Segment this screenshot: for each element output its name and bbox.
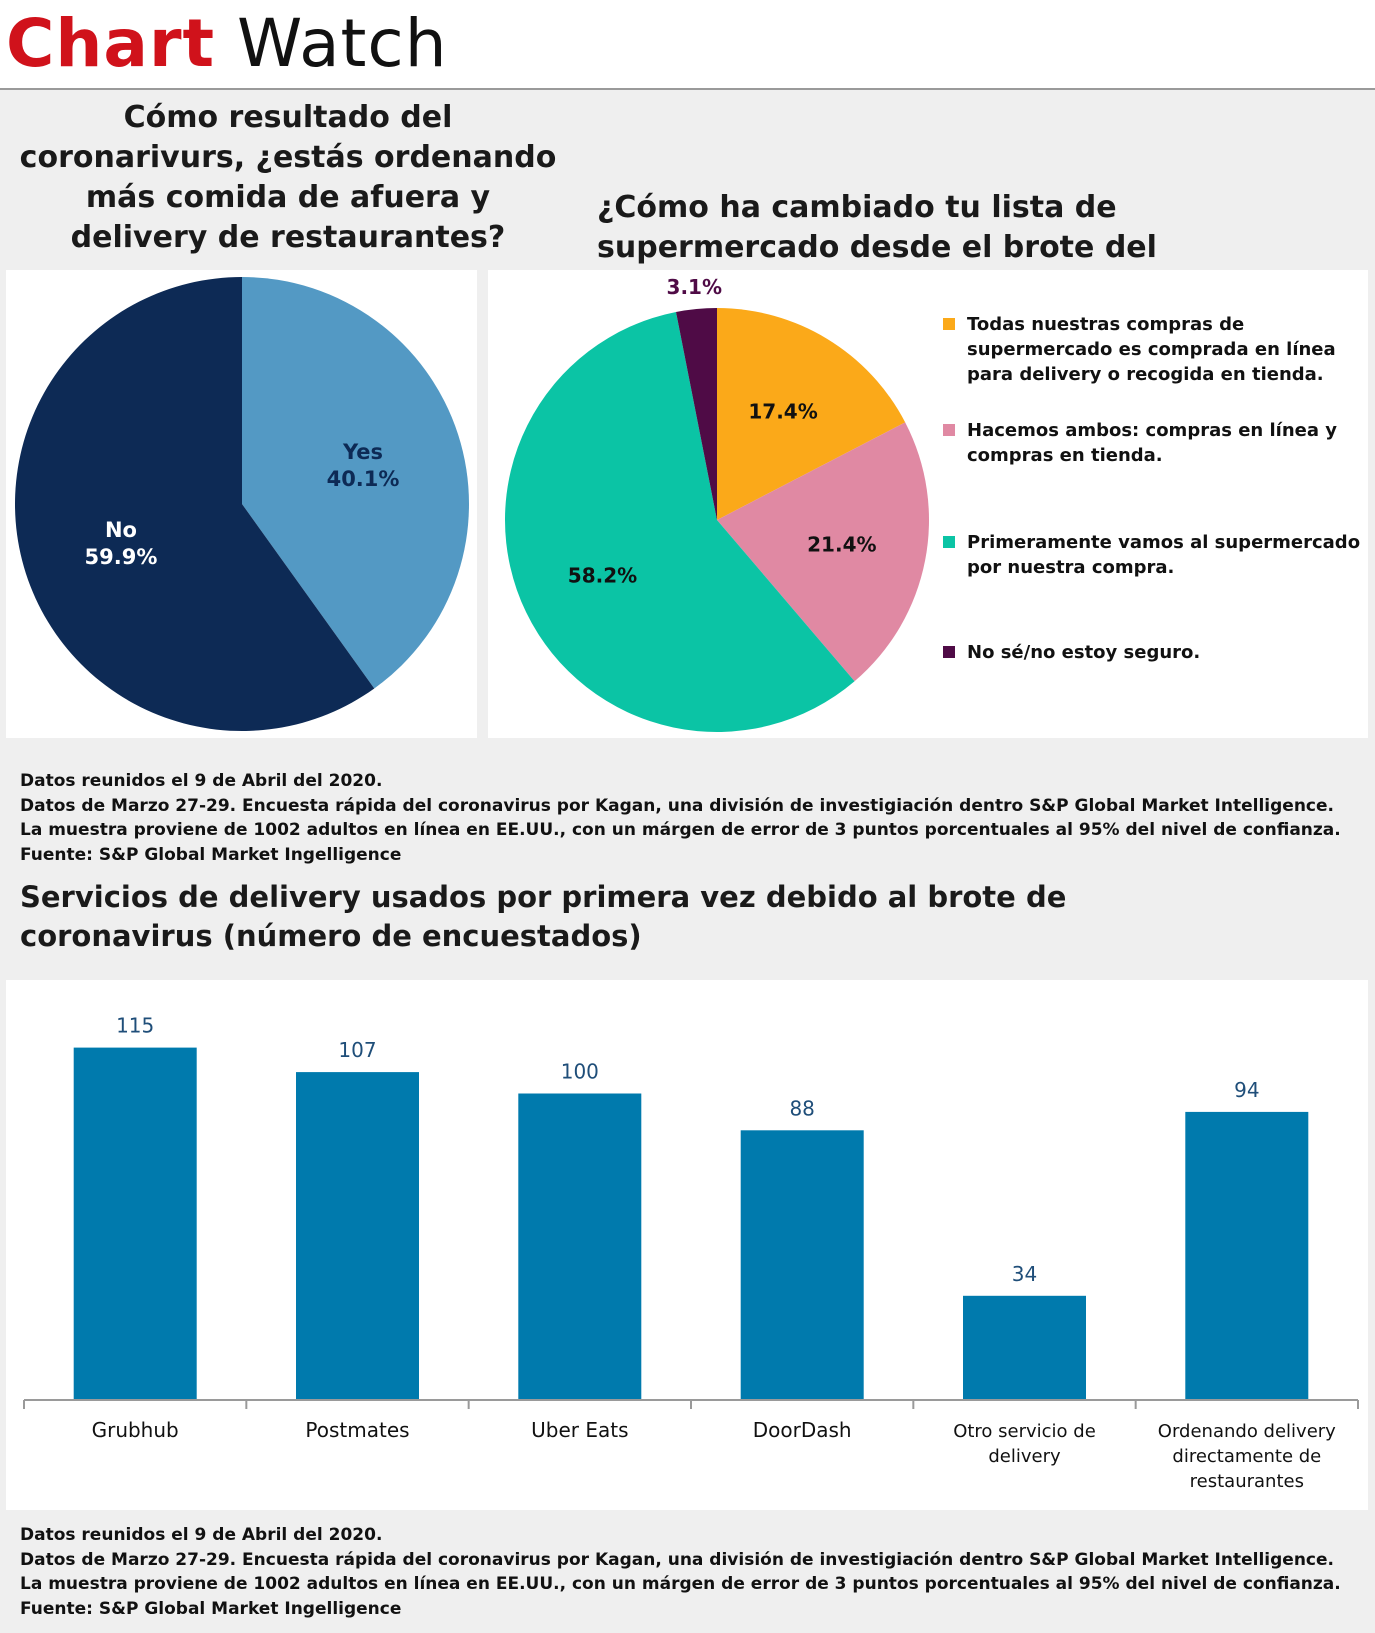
note-line: Fuente: S&P Global Market Ingelligence xyxy=(20,844,402,865)
header: Chart Watch xyxy=(0,0,1375,90)
bar-value-label: 100 xyxy=(561,1060,599,1084)
grocery-pie-title: ¿Cómo ha cambiado tu lista de supermerca… xyxy=(597,190,1157,305)
note-line: Datos de Marzo 27-29. Encuesta rápida de… xyxy=(20,1549,1334,1570)
grocery-pie-panel: 17.4% 21.4% 58.2% 3.1% Todas nuestras compr… xyxy=(488,270,1368,738)
pie-slice-name: Yes xyxy=(342,440,383,464)
bar-value-label: 107 xyxy=(338,1038,376,1062)
pie-slice xyxy=(504,312,855,733)
x-tick-label: Uber Eats xyxy=(531,1418,628,1442)
pie-slice-percent: 21.4% xyxy=(807,532,876,556)
brand-chart-word: Chart xyxy=(6,5,216,82)
pie-slice-percent: 58.2% xyxy=(568,563,637,587)
pie-slice xyxy=(717,422,930,682)
bar xyxy=(963,1295,1086,1400)
delivery-bar-title: Servicios de delivery usados por primera… xyxy=(20,880,1067,953)
bar xyxy=(73,1047,197,1400)
grocery-pie-chart: 17.4% 21.4% 58.2% 3.1% xyxy=(504,275,930,733)
pie-slice-percent: 59.9% xyxy=(85,545,158,569)
legend-swatch-store xyxy=(943,536,955,548)
brand-logo: Chart Watch xyxy=(6,4,448,84)
legend-swatch-online xyxy=(943,318,955,330)
note-line: Datos de Marzo 27-29. Encuesta rápida de… xyxy=(20,795,1334,816)
pie-slice-percent: 3.1% xyxy=(667,275,722,299)
bar-value-label: 115 xyxy=(116,1014,154,1038)
note-line: Datos reunidos el 9 de Abril del 2020. xyxy=(20,771,383,791)
legend-label-unsure: No sé/no estoy seguro. xyxy=(967,642,1201,663)
x-tick-label: DoorDash xyxy=(753,1418,852,1442)
legend-label-store: Primeramente vamos al supermercado por n… xyxy=(967,532,1361,578)
bar-value-label: 88 xyxy=(789,1096,814,1120)
brand-watch-word: Watch xyxy=(237,5,448,82)
pie-slice xyxy=(242,277,469,689)
x-tick-label: Ordenando delivery directamente de restaur… xyxy=(1158,1421,1336,1492)
restaurant-pie-chart: Yes 40.1% No 59.9% xyxy=(14,277,469,731)
legend-label-both: Hacemos ambos: compras en línea y compra… xyxy=(967,420,1338,466)
pie-slice xyxy=(717,308,906,520)
legend-swatch-unsure xyxy=(943,646,955,658)
x-tick-label: Postmates xyxy=(305,1418,409,1442)
bar-value-label: 34 xyxy=(1012,1262,1037,1286)
note-line: Datos reunidos el 9 de Abril del 2020. xyxy=(20,1525,383,1545)
pie-slice-percent: 40.1% xyxy=(327,467,400,491)
restaurant-pie-title: Cómo resultado del coronarivurs, ¿estás … xyxy=(19,100,557,255)
x-tick-label: Grubhub xyxy=(92,1418,179,1442)
legend-swatch-both xyxy=(943,424,955,436)
note-line: Fuente: S&P Global Market Ingelligence xyxy=(20,1598,402,1619)
note-line: La muestra proviene de 1002 adultos en l… xyxy=(20,1574,1341,1594)
x-tick-label: Otro servicio de delivery xyxy=(953,1421,1096,1467)
source-notes-bottom: Datos reunidos el 9 de Abril del 2020. D… xyxy=(20,1523,1341,1621)
restaurant-pie-panel: Yes 40.1% No 59.9% xyxy=(6,270,477,738)
note-line: La muestra proviene de 1002 adultos en l… xyxy=(20,820,1341,840)
bar xyxy=(740,1130,864,1400)
bar xyxy=(1185,1111,1309,1400)
bar-value-label: 94 xyxy=(1234,1078,1259,1102)
delivery-bar-chart: 115 107 100 88 34 94 Grubhub Postmates Uber Eats… xyxy=(23,1014,1359,1492)
legend-label-online: Todas nuestras compras de supermercado e… xyxy=(967,314,1336,385)
pie-slice-percent: 17.4% xyxy=(748,399,817,423)
bar xyxy=(518,1093,642,1400)
source-notes-top: Datos reunidos el 9 de Abril del 2020. D… xyxy=(20,769,1341,867)
pie-slice-name: No xyxy=(105,518,137,542)
delivery-bar-panel: 115 107 100 88 34 94 Grubhub Postmates Uber Eats… xyxy=(6,980,1368,1510)
pie-slice xyxy=(676,308,717,520)
grocery-pie-legend: Todas nuestras compras de supermercado e… xyxy=(943,270,1363,738)
pie-slice xyxy=(14,277,375,731)
bar xyxy=(296,1072,419,1400)
